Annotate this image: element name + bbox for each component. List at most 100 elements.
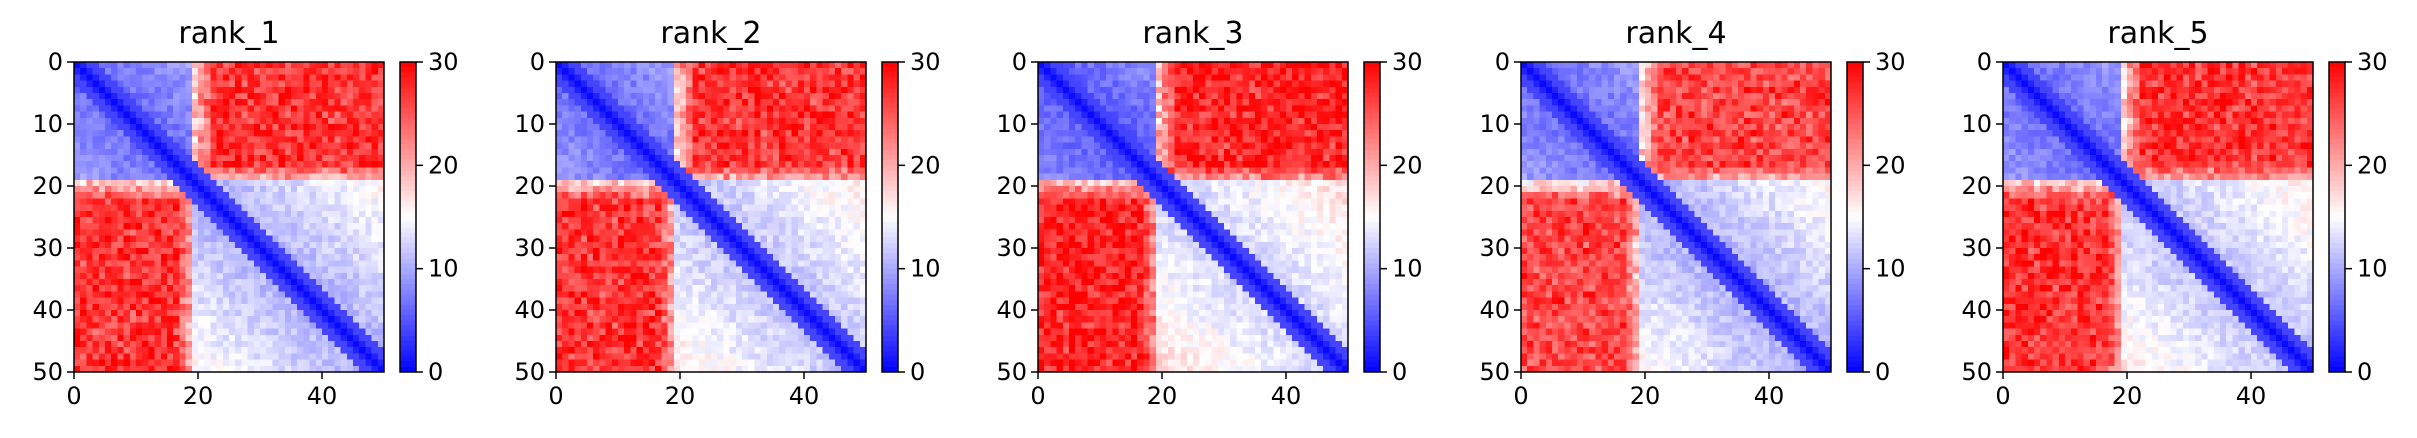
heatmap-cell [841,297,848,305]
heatmap-cell [742,186,749,193]
heatmap-cell [173,341,180,348]
heatmap-cell [748,303,755,311]
heatmap-cell [185,291,193,299]
heatmap-cell [605,80,613,88]
heatmap-cell [179,105,187,113]
heatmap-cell [580,155,588,162]
heatmap-cell [160,86,168,94]
heatmap-cell [309,297,317,305]
heatmap-cell [816,155,824,162]
heatmap-cell [179,291,187,299]
heatmap-cell [136,155,143,162]
heatmap-cell [822,235,830,243]
heatmap-cell [253,303,261,311]
heatmap-cell [210,260,218,268]
heatmap-cell [105,316,112,323]
heatmap-cell [241,316,249,323]
heatmap-cell [580,241,588,249]
heatmap-cell [574,179,582,187]
heatmap-cell [340,341,348,348]
heatmap-cell [711,136,718,144]
heatmap-cell [272,161,280,168]
heatmap-cell [704,111,712,119]
heatmap-cell [618,148,625,156]
heatmap-cell [154,272,162,280]
heatmap-cell [766,74,774,82]
heatmap-cell [661,142,669,150]
heatmap-cell [692,334,700,342]
heatmap-cell [105,124,112,131]
heatmap-cell [322,105,329,113]
heatmap-cell [340,266,348,274]
heatmap-cell [346,297,354,305]
heatmap-cell [649,254,656,261]
heatmap-cell [791,148,799,156]
heatmap-cell [160,272,168,280]
heatmap-cell [105,186,112,193]
heatmap-cell [680,353,687,361]
heatmap-cell [154,142,162,150]
heatmap-cell [605,328,613,336]
heatmap-cell [191,167,199,175]
heatmap-cell [760,248,768,255]
heatmap-cell [841,142,848,150]
heatmap-cell [810,105,817,113]
heatmap-cell [241,334,249,342]
heatmap-cell [574,68,582,75]
heatmap-cell [711,68,718,75]
heatmap-cell [729,303,737,311]
heatmap-cell [835,291,842,299]
heatmap-cell [748,272,755,280]
heatmap-cell [828,124,836,131]
heatmap-cell [105,365,112,373]
heatmap-cell [785,167,793,175]
heatmap-cell [692,235,700,243]
heatmap-cell [785,328,793,336]
heatmap-cell [791,186,799,193]
heatmap-cell [618,334,625,342]
heatmap-cell [760,111,768,119]
heatmap-cell [303,62,311,69]
heatmap-cell [723,173,731,181]
heatmap-cell [123,217,131,224]
heatmap-cell [661,291,669,299]
heatmap-cell [556,279,563,286]
heatmap-cell [365,303,373,311]
heatmap-cell [160,136,168,144]
heatmap-cell [785,105,793,113]
heatmap-cell [328,254,335,261]
heatmap-cell [779,142,786,150]
heatmap-cell [216,111,224,119]
heatmap-cell [266,210,273,218]
heatmap-cell [748,142,755,150]
heatmap-cell [328,217,335,224]
heatmap-cell [624,155,631,162]
heatmap-cell [253,316,261,323]
heatmap-cell [835,266,842,274]
heatmap-cell [173,142,180,150]
heatmap-cell [222,99,230,106]
heatmap-cell [847,86,855,94]
heatmap-cell [810,310,817,317]
heatmap-cell [98,68,106,75]
heatmap-cell [816,285,824,292]
heatmap-cell [377,167,385,175]
heatmap-cell [142,62,149,69]
heatmap-cell [841,148,848,156]
heatmap-cell [80,167,87,175]
heatmap-cell [346,142,354,150]
heatmap-cell [742,155,749,162]
heatmap-cell [779,179,786,187]
heatmap-cell [698,142,706,150]
heatmap-cell [198,341,205,348]
heatmap-cell [340,254,348,261]
heatmap-cell [593,266,600,274]
heatmap-cell [587,347,594,354]
heatmap-cell [359,198,366,206]
heatmap-cell [556,254,563,261]
heatmap-cell [673,111,681,119]
heatmap-cell [272,310,280,317]
heatmap-cell [105,248,112,255]
heatmap-cell [80,248,87,255]
heatmap-cell [785,322,793,330]
